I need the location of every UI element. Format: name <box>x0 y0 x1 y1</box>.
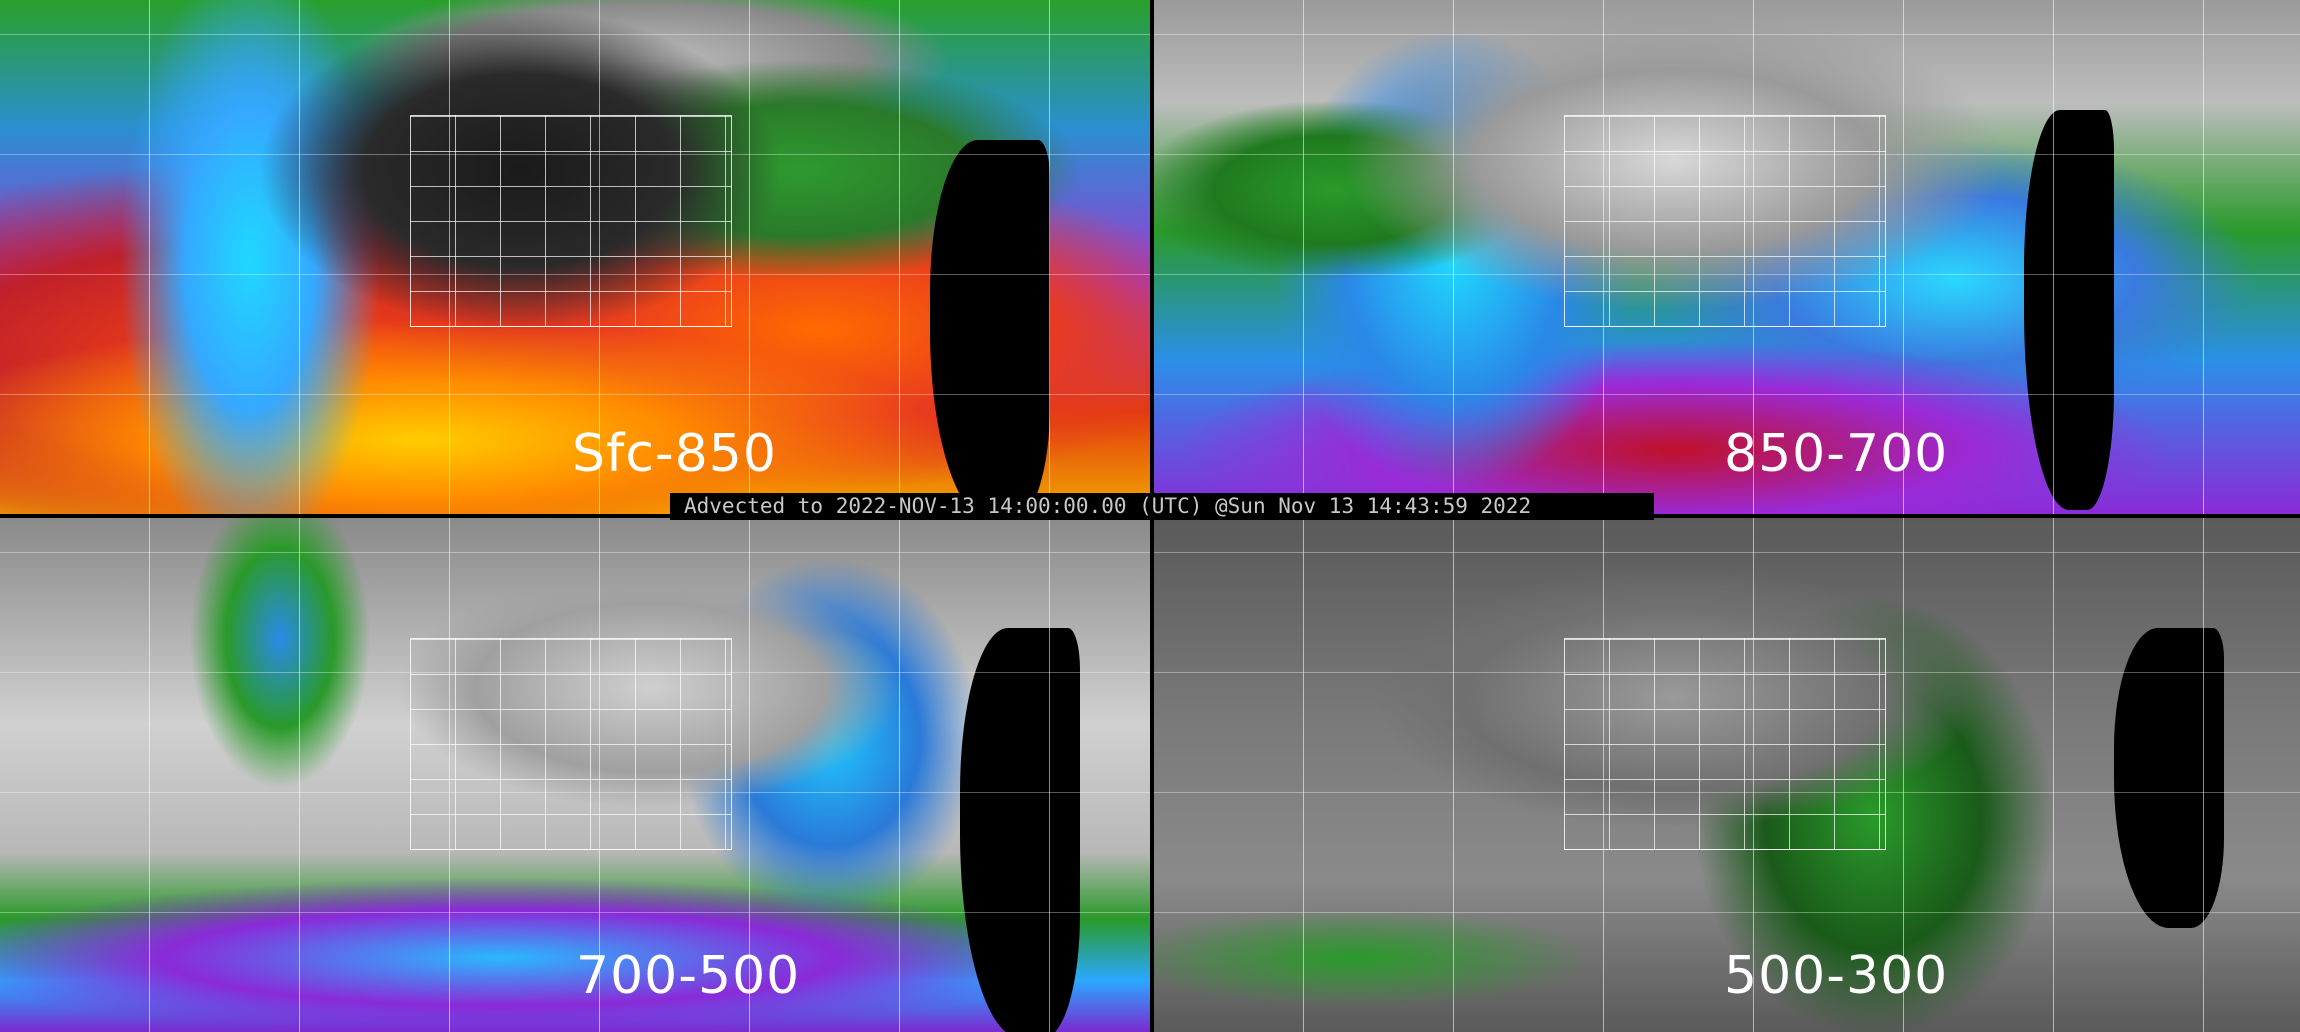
lat-lon-grid <box>0 0 1150 514</box>
layer-label: 500-300 <box>1724 946 1949 1006</box>
layer-label: 700-500 <box>576 946 801 1006</box>
lat-lon-grid <box>1154 518 2300 1032</box>
panel-sfc-850: Sfc-850 <box>0 0 1150 514</box>
layer-label: 850-700 <box>1724 424 1949 484</box>
panel-500-300: 500-300 <box>1154 518 2300 1032</box>
advection-timestamp-caption: Advected to 2022-NOV-13 14:00:00.00 (UTC… <box>670 493 1654 520</box>
panel-850-700: 850-700 <box>1154 0 2300 514</box>
layer-label: Sfc-850 <box>572 424 777 484</box>
panel-700-500: 700-500 <box>0 518 1150 1032</box>
lat-lon-grid <box>1154 0 2300 514</box>
lat-lon-grid <box>0 518 1150 1032</box>
